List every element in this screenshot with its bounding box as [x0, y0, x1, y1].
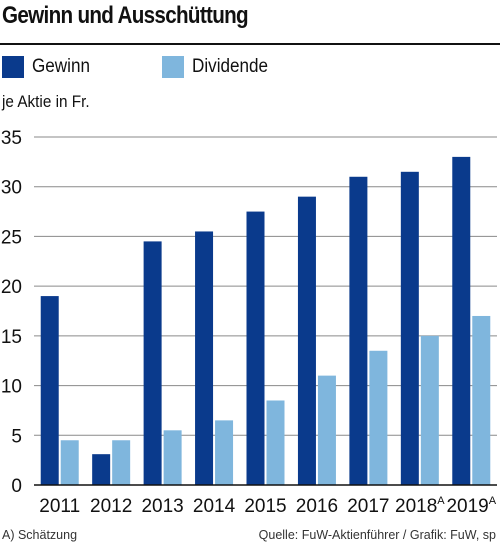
x-tick-label-2015: 2015	[244, 496, 286, 517]
bar-dividende-2013	[163, 430, 182, 485]
title-rule	[0, 43, 500, 45]
y-tick-label-15: 15	[1, 327, 22, 348]
x-tick-label-2011: 2011	[39, 496, 80, 517]
bar-dividende-2016	[317, 375, 336, 485]
bar-dividende-2019	[472, 315, 491, 485]
legend-label-gewinn: Gewinn	[32, 56, 90, 77]
bar-gewinn-2015	[246, 211, 265, 486]
bar-gewinn-2016	[297, 196, 316, 485]
y-tick-label-5: 5	[11, 426, 22, 447]
x-tick-label-2017: 2017	[347, 496, 389, 517]
legend-swatch-dividende	[162, 56, 184, 78]
bar-gewinn-2018	[400, 171, 419, 486]
y-tick-label-10: 10	[1, 377, 22, 398]
bar-gewinn-2019	[452, 156, 471, 485]
x-tick-label-2019: 2019A	[446, 495, 496, 517]
y-tick-label-30: 30	[1, 178, 22, 199]
x-tick-label-2016: 2016	[296, 496, 338, 517]
chart-title: Gewinn und Ausschüttung	[2, 2, 249, 29]
bar-gewinn-2012	[92, 454, 111, 485]
bar-gewinn-2014	[195, 231, 214, 485]
y-tick-label-25: 25	[1, 227, 22, 248]
y-tick-label-0: 0	[11, 476, 22, 497]
y-tick-label-35: 35	[1, 128, 22, 149]
legend-item-gewinn: Gewinn	[2, 54, 96, 80]
bar-dividende-2015	[266, 400, 285, 485]
y-tick-label-20: 20	[1, 277, 22, 298]
legend-item-dividende: Dividende	[162, 54, 277, 80]
bar-gewinn-2011	[40, 296, 59, 485]
x-tick-label-2018: 2018A	[395, 495, 445, 517]
x-tick-label-2012: 2012	[90, 496, 132, 517]
bar-dividende-2012	[112, 440, 131, 485]
x-tick-label-2014: 2014	[193, 496, 236, 517]
bar-gewinn-2017	[349, 176, 368, 485]
bar-dividende-2017	[369, 350, 388, 485]
bar-dividende-2011	[60, 440, 79, 485]
bar-gewinn-2013	[143, 241, 162, 485]
source-credit: Quelle: FuW-Aktienführer / Grafik: FuW, …	[258, 528, 496, 542]
legend-swatch-gewinn	[2, 56, 24, 78]
footnote: A) Schätzung	[2, 528, 78, 542]
bar-dividende-2018	[420, 335, 439, 485]
bar-dividende-2014	[215, 420, 234, 485]
legend-label-dividende: Dividende	[192, 56, 269, 77]
y-axis-unit-label: je Aktie in Fr.	[2, 92, 90, 111]
x-tick-label-2013: 2013	[141, 496, 183, 517]
